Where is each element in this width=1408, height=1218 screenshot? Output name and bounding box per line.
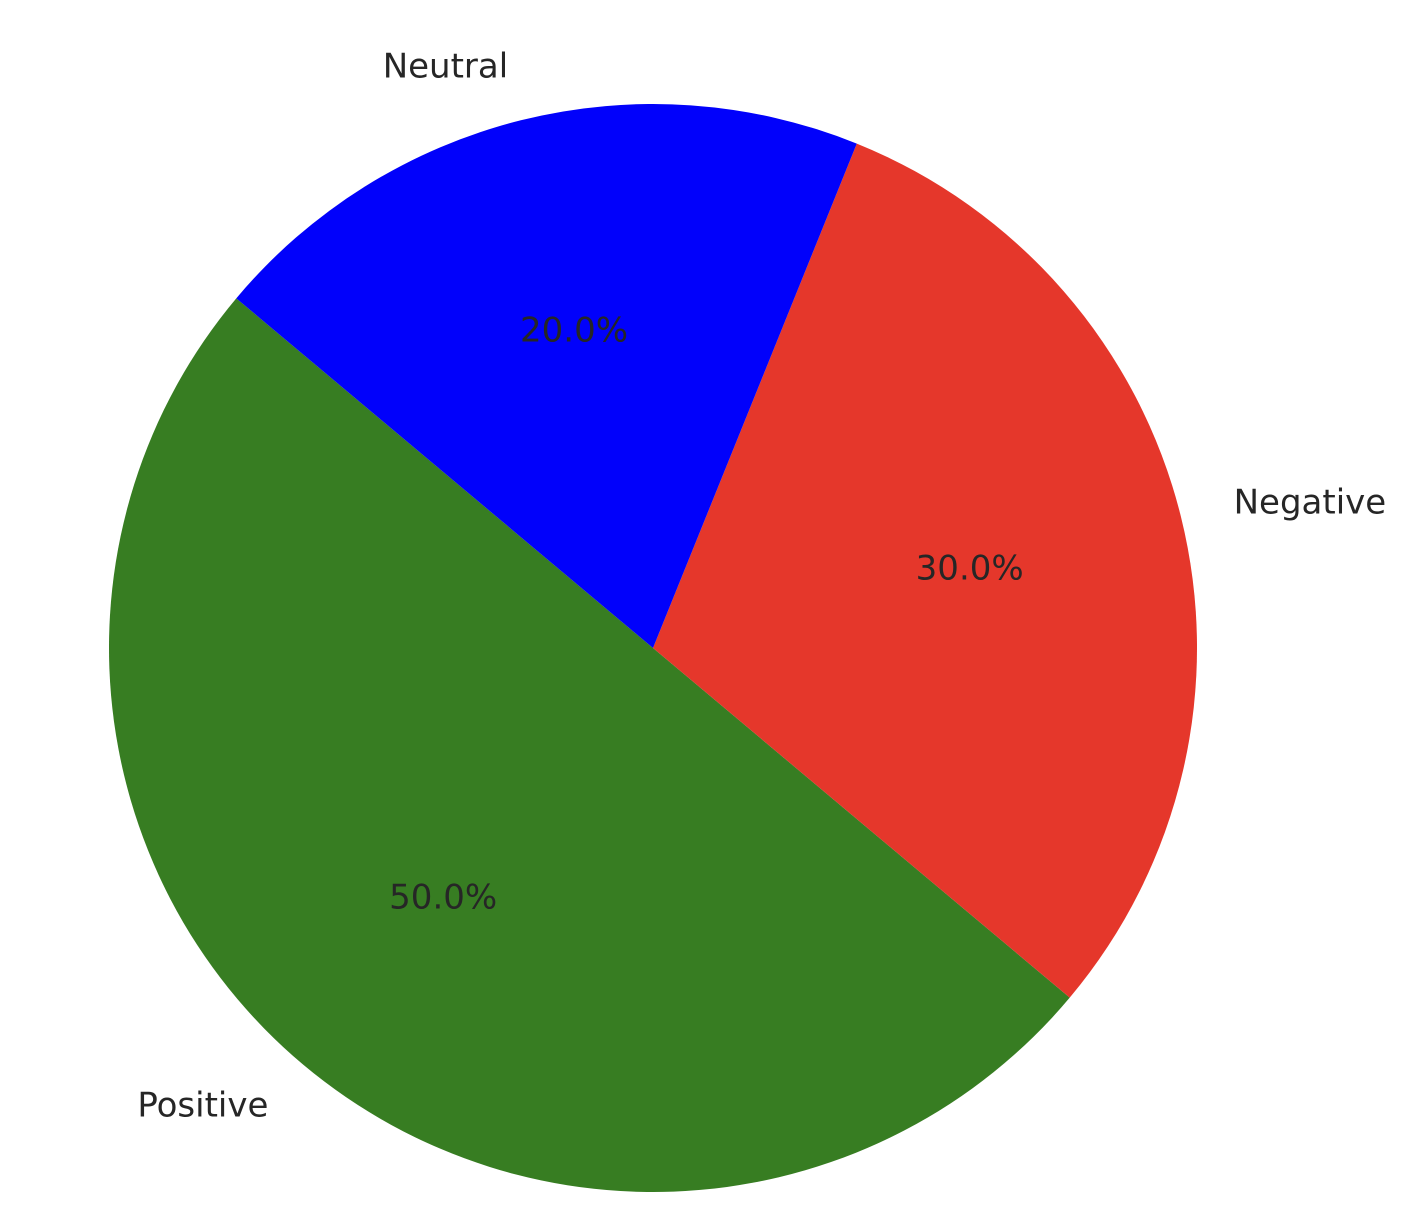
pie-slice-neutral [236, 103, 857, 648]
pct-label-neutral: 20.0% [519, 310, 629, 351]
pct-label-negative: 30.0% [915, 548, 1024, 589]
pie-slice-negative [653, 143, 1198, 998]
pie-slice-positive [108, 298, 1070, 1193]
pct-label-positive: 50.0% [389, 877, 498, 918]
slice-label-neutral: Neutral [382, 46, 509, 87]
slice-label-negative: Negative [1233, 482, 1387, 523]
slice-label-positive: Positive [137, 1085, 269, 1126]
